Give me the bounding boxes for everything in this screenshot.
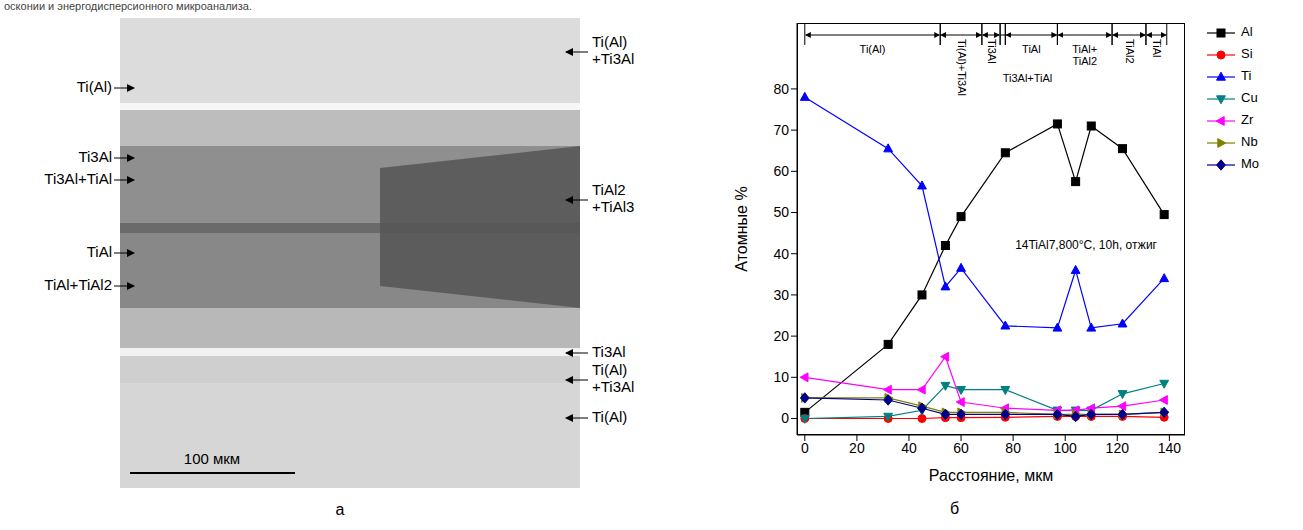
svg-text:Zr: Zr [1241, 112, 1254, 127]
svg-text:60: 60 [773, 163, 789, 179]
svg-text:80: 80 [1005, 440, 1021, 456]
svg-text:Ti3Al+TiAl: Ti3Al+TiAl [44, 170, 112, 187]
svg-text:Ti(Al): Ti(Al) [592, 361, 627, 378]
svg-text:TiAl: TiAl [1151, 39, 1163, 58]
svg-text:Ti: Ti [1241, 68, 1251, 83]
svg-text:10: 10 [773, 369, 789, 385]
svg-text:Si: Si [1241, 46, 1253, 61]
svg-text:Ti3Al: Ti3Al [78, 148, 112, 165]
svg-text:100: 100 [1054, 440, 1078, 456]
svg-text:70: 70 [773, 122, 789, 138]
svg-text:Ti3Al: Ti3Al [592, 343, 626, 360]
svg-text:14TiAl7,800°C, 10h, отжиг: 14TiAl7,800°C, 10h, отжиг [1015, 238, 1157, 252]
svg-text:80: 80 [773, 81, 789, 97]
svg-text:Ti(Al): Ti(Al) [592, 408, 627, 425]
svg-text:0: 0 [781, 410, 789, 426]
svg-text:TiAl+: TiAl+ [1072, 43, 1097, 55]
svg-text:120: 120 [1106, 440, 1130, 456]
svg-text:20: 20 [849, 440, 865, 456]
svg-text:+TiAl3: +TiAl3 [592, 198, 634, 215]
svg-text:TiAl2: TiAl2 [1124, 39, 1136, 64]
svg-text:20: 20 [773, 328, 789, 344]
html-text:осконии и энергодисперсионного: осконии и энергодисперсионного микроанал… [4, 0, 252, 12]
svg-text:Ti3Al+TiAl: Ti3Al+TiAl [1003, 72, 1053, 84]
svg-text:TiAl2: TiAl2 [1072, 55, 1097, 67]
svg-text:40: 40 [901, 440, 917, 456]
svg-text:Ti(Al)+Ti3Al: Ti(Al)+Ti3Al [956, 39, 968, 96]
svg-text:60: 60 [953, 440, 969, 456]
svg-text:TiAl: TiAl [87, 243, 112, 260]
svg-text:30: 30 [773, 287, 789, 303]
svg-text:Атомные %: Атомные % [733, 186, 750, 271]
svg-text:100 мкм: 100 мкм [184, 450, 240, 467]
svg-text:TiAl+TiAl2: TiAl+TiAl2 [44, 276, 112, 293]
svg-text:а: а [336, 501, 345, 518]
svg-text:50: 50 [773, 204, 789, 220]
svg-text:Ti3Al: Ti3Al [986, 39, 998, 64]
html-text:б: б [950, 500, 960, 517]
svg-text:Mo: Mo [1241, 156, 1259, 171]
svg-text:TiAl: TiAl [1022, 43, 1041, 55]
svg-text:+Ti3Al: +Ti3Al [592, 378, 634, 395]
svg-text:0: 0 [801, 440, 809, 456]
svg-text:140: 140 [1158, 440, 1182, 456]
svg-text:Nb: Nb [1241, 134, 1258, 149]
svg-text:Ti(Al): Ti(Al) [860, 43, 886, 55]
svg-text:Al: Al [1241, 24, 1253, 39]
svg-text:Ti(Al): Ti(Al) [77, 78, 112, 95]
svg-text:Cu: Cu [1241, 90, 1258, 105]
svg-text:Расстояние, мкм: Расстояние, мкм [929, 467, 1053, 484]
svg-text:Ti(Al): Ti(Al) [592, 33, 627, 50]
svg-text:40: 40 [773, 246, 789, 262]
svg-text:TiAl2: TiAl2 [592, 181, 626, 198]
svg-text:+Ti3Al: +Ti3Al [592, 50, 634, 67]
